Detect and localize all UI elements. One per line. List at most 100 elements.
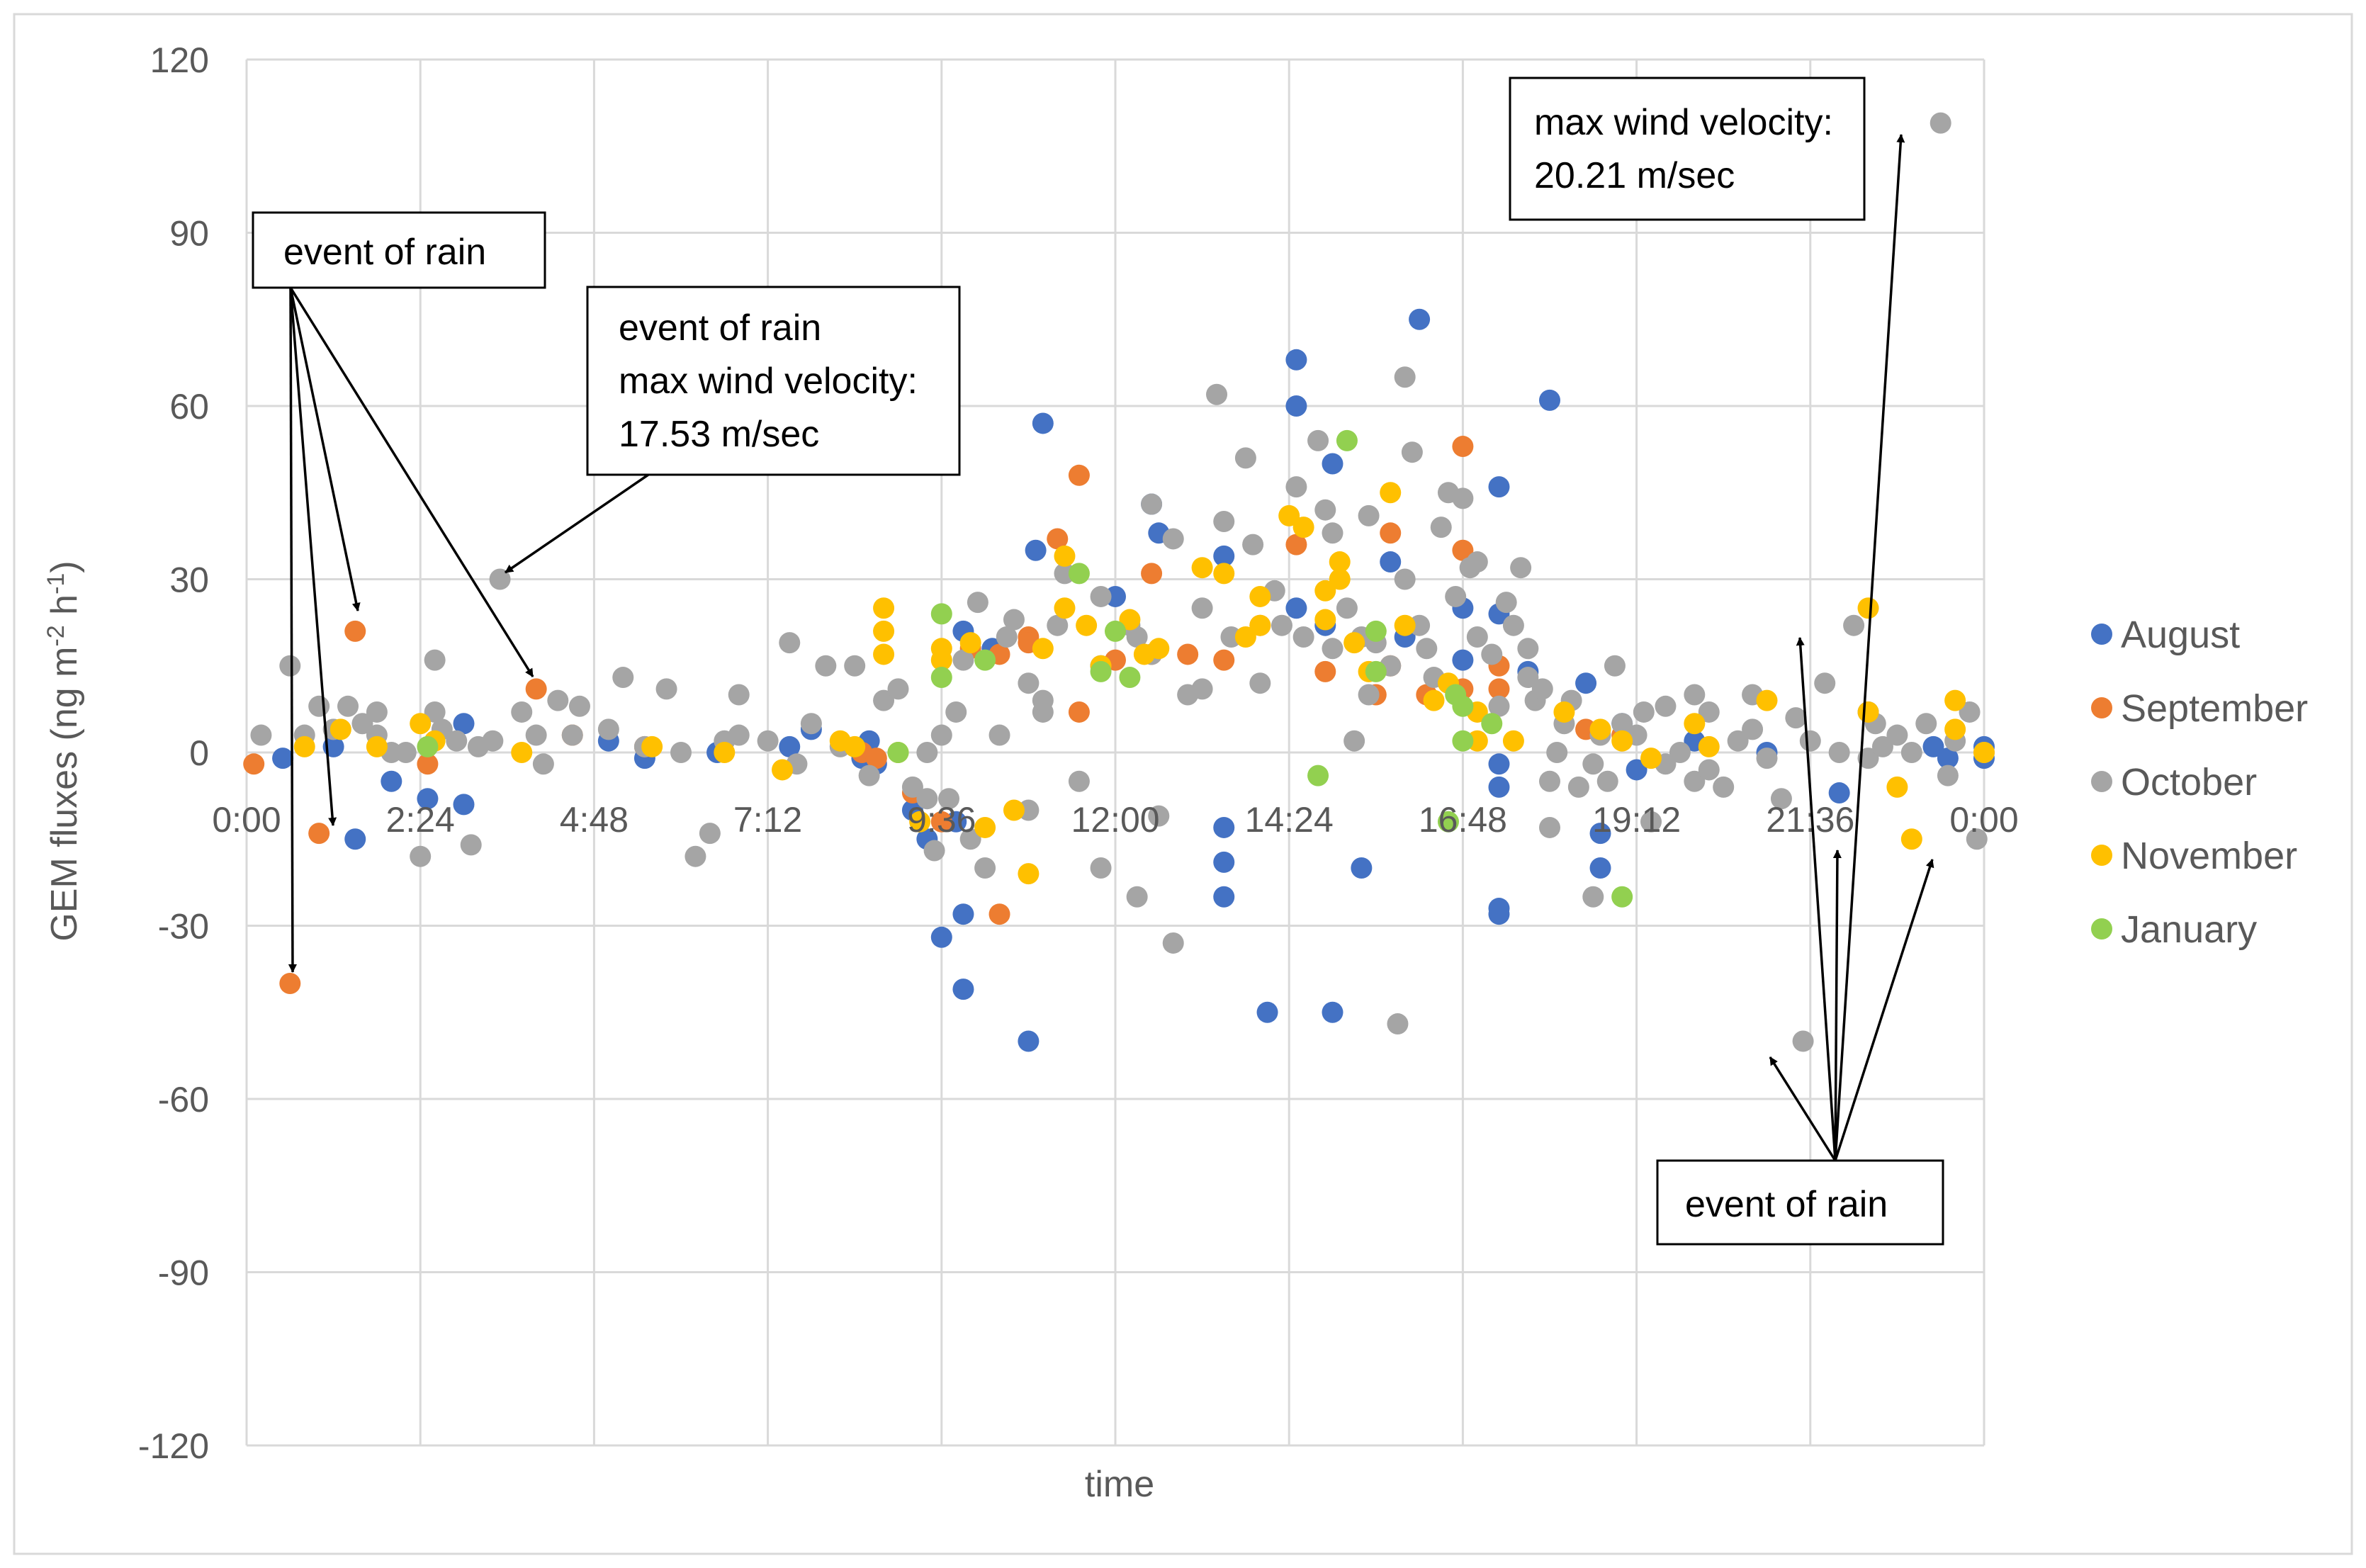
data-point (1213, 545, 1235, 567)
data-point (1495, 592, 1517, 614)
data-point (1343, 730, 1365, 752)
data-point (1213, 563, 1235, 585)
series-november (293, 482, 1995, 885)
data-point (1944, 718, 1966, 740)
data-point (568, 695, 590, 717)
data-point (1900, 828, 1922, 850)
data-point (1249, 672, 1271, 694)
data-point (1481, 713, 1503, 735)
x-tick-label: 19:12 (1592, 800, 1681, 840)
data-point (1234, 626, 1256, 648)
data-point (1640, 748, 1662, 769)
data-point (1517, 667, 1539, 689)
data-point (1401, 441, 1423, 463)
data-point (1119, 609, 1141, 631)
data-point (1799, 730, 1821, 752)
data-point (366, 735, 388, 757)
data-point (1162, 932, 1184, 954)
data-point (1713, 776, 1735, 798)
data-point (1937, 748, 1959, 769)
data-point (351, 713, 373, 735)
data-point (1727, 730, 1749, 752)
data-point (1068, 563, 1090, 585)
legend-label: August (2121, 614, 2240, 656)
data-point (1380, 482, 1402, 504)
data-point (930, 667, 952, 689)
data-point (967, 592, 988, 614)
data-point (1336, 429, 1358, 451)
x-tick-label: 0:00 (212, 800, 281, 840)
x-axis-title: time (1085, 1464, 1154, 1505)
data-point (1213, 649, 1235, 671)
data-point (1900, 742, 1922, 763)
y-tick-label: 60 (169, 387, 209, 427)
data-point (772, 759, 794, 781)
y-tick-label: 120 (150, 40, 209, 80)
data-point (1322, 453, 1343, 475)
data-point (1655, 695, 1677, 717)
data-point (1756, 748, 1778, 769)
arrow-rain-3 (289, 287, 361, 611)
data-point (272, 748, 294, 769)
data-point (1213, 851, 1235, 873)
arrow-rain-6 (1796, 637, 1837, 1161)
x-tick-label: 4:48 (560, 800, 629, 840)
data-point (1307, 429, 1329, 451)
data-point (1452, 436, 1474, 458)
annotation-rain-right: event of rain (1656, 1159, 1944, 1246)
data-point (1684, 770, 1706, 792)
data-point (460, 834, 482, 856)
data-point (1531, 678, 1553, 700)
data-point (1785, 707, 1807, 729)
data-point (1191, 597, 1213, 619)
arrow-wind-17 (505, 473, 649, 574)
data-point (424, 701, 446, 723)
data-point (1343, 632, 1365, 654)
data-point (1611, 886, 1633, 908)
data-point (815, 655, 837, 677)
data-point (1336, 597, 1358, 619)
data-point (858, 765, 880, 786)
data-point (1314, 580, 1336, 602)
data-point (1314, 499, 1336, 521)
legend: August September October November January (2091, 614, 2308, 951)
data-point (1314, 660, 1336, 682)
data-point (1394, 614, 1416, 636)
data-point (1394, 568, 1416, 590)
data-point (1502, 730, 1524, 752)
data-point (1466, 626, 1488, 648)
data-point (844, 735, 866, 757)
data-point (1575, 672, 1597, 694)
legend-label: November (2121, 835, 2297, 877)
data-point (873, 597, 895, 619)
x-tick-label: 9:36 (907, 800, 976, 840)
data-point (800, 713, 822, 735)
data-point (641, 735, 663, 757)
data-point (1626, 759, 1647, 781)
y-tick-label: -120 (138, 1426, 209, 1466)
data-point (1018, 1030, 1040, 1052)
data-point (916, 788, 938, 810)
data-point (293, 735, 315, 757)
data-point (1582, 753, 1604, 775)
data-point (1054, 597, 1076, 619)
data-point (1857, 597, 1879, 619)
data-point (1488, 695, 1510, 717)
data-point (1857, 701, 1879, 723)
data-point (1539, 770, 1560, 792)
data-point (670, 742, 692, 763)
data-point (655, 678, 677, 700)
annotation-arrows (288, 134, 1934, 1161)
data-point (1684, 713, 1706, 735)
data-point (1003, 609, 1025, 631)
x-tick-label: 14:24 (1245, 800, 1334, 840)
y-axis-ticks: 120 90 60 30 0 -30 -60 -90 -120 (138, 40, 209, 1466)
data-point (714, 742, 736, 763)
data-point (1380, 551, 1402, 573)
data-point (1567, 776, 1589, 798)
data-point (366, 701, 388, 723)
data-point (952, 903, 974, 925)
data-point (1285, 534, 1307, 555)
data-point (1843, 614, 1865, 636)
arrow-rain-8 (1834, 859, 1934, 1161)
